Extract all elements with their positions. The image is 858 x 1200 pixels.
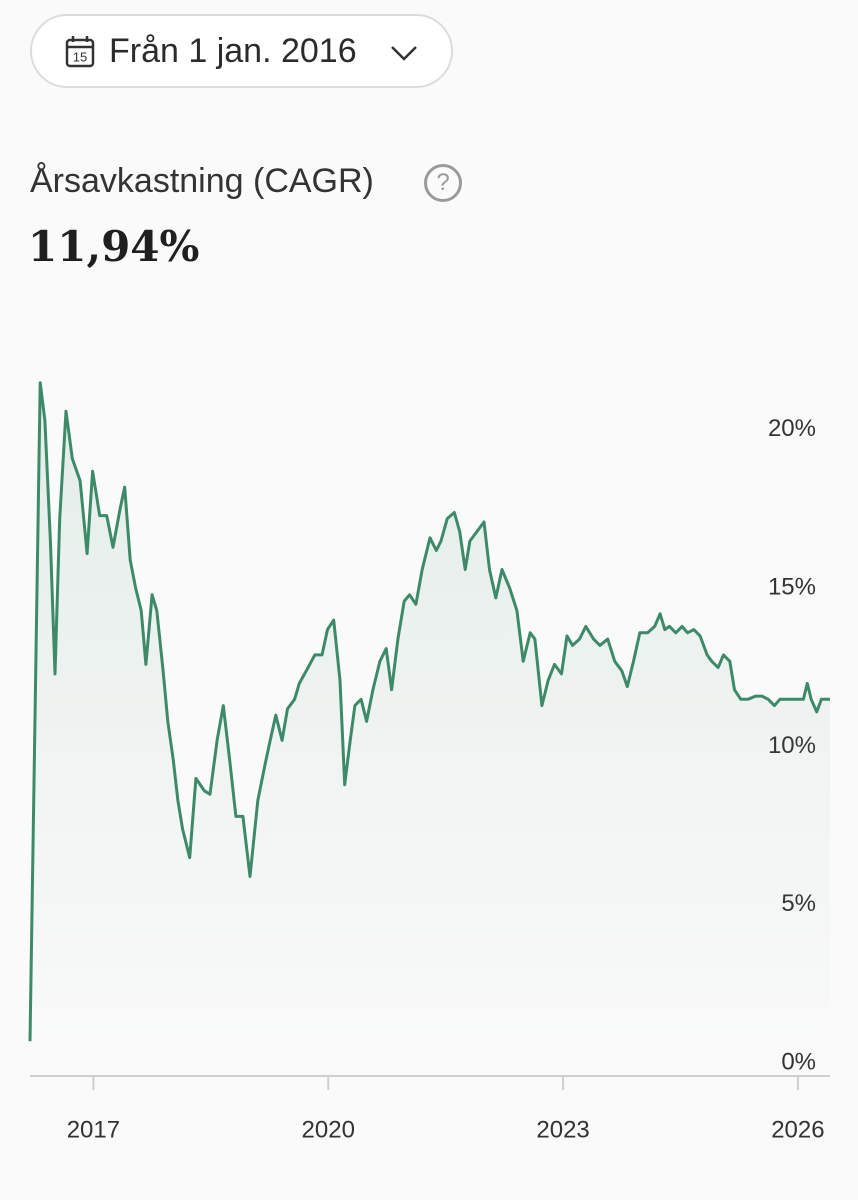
area-fill [30, 382, 830, 1076]
metric-value: 11,94% [28, 222, 200, 271]
x-tick-label: 2017 [67, 1116, 120, 1143]
chevron-down [391, 46, 417, 61]
x-tick-label: 2026 [771, 1116, 824, 1143]
metric-title: Årsavkastning (CAGR) [30, 162, 374, 200]
info-icon[interactable]: ? [424, 164, 462, 202]
x-tick-label: 2023 [536, 1116, 589, 1143]
cagr-line [28, 381, 830, 1042]
y-tick-label: 20% [768, 415, 816, 442]
filter-icons: 15 [65, 36, 417, 68]
calendar-day: 15 [73, 49, 87, 64]
calendar-icon [65, 38, 95, 68]
filter-label: Från 1 jan. 2016 [109, 32, 357, 70]
x-tick-label: 2020 [302, 1116, 355, 1143]
date-filter-button[interactable]: 15 Från 1 jan. 2016 [30, 14, 453, 88]
y-tick-label: 15% [768, 573, 816, 600]
